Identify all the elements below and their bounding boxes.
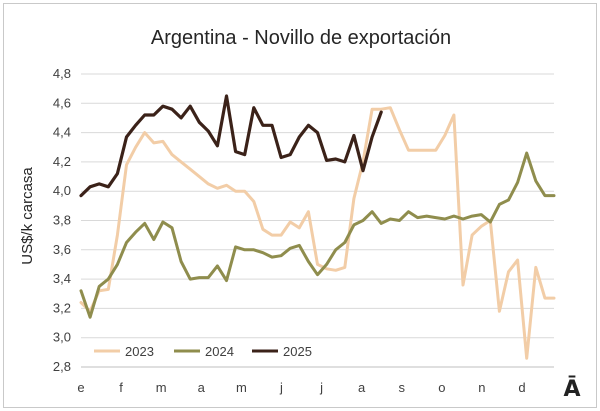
- x-tick-label: n: [478, 380, 485, 395]
- brand-logo: Ā: [563, 376, 580, 402]
- x-tick-label: a: [358, 380, 366, 395]
- x-tick-label: a: [198, 380, 206, 395]
- y-tick-label: 4,4: [53, 125, 71, 140]
- y-tick-label: 4,0: [53, 183, 71, 198]
- x-tick-label: d: [518, 380, 525, 395]
- x-tick-label: e: [77, 380, 84, 395]
- y-tick-label: 4,2: [53, 154, 71, 169]
- series-lines: [79, 94, 556, 360]
- legend: 2023 2024 2025: [94, 344, 312, 359]
- y-tick-label: 3,0: [53, 330, 71, 345]
- y-axis-ticks: 2,8 3,0 3,2 3,4 3,6 3,8 4,0 4,2 4,4 4,6 4,8: [53, 66, 71, 374]
- legend-label-2024: 2024: [205, 344, 234, 359]
- series-line-2024: [79, 151, 556, 319]
- y-axis-label: US$/k carcasa: [19, 167, 36, 265]
- chart-svg: Argentina - Novillo de exportación 2,8 3,…: [19, 27, 581, 402]
- chart-title: Argentina - Novillo de exportación: [151, 27, 451, 49]
- y-tick-label: 4,6: [53, 95, 71, 110]
- y-tick-label: 3,4: [53, 271, 71, 286]
- y-tick-label: 3,2: [53, 300, 71, 315]
- series-line-2025: [79, 94, 383, 198]
- x-tick-label: m: [156, 380, 167, 395]
- y-tick-label: 3,8: [53, 213, 71, 228]
- x-tick-label: f: [119, 380, 123, 395]
- gridlines: [81, 73, 554, 339]
- y-tick-label: 4,8: [53, 66, 71, 81]
- legend-label-2023: 2023: [125, 344, 154, 359]
- x-tick-label: j: [279, 380, 283, 395]
- legend-label-2025: 2025: [283, 344, 312, 359]
- x-tick-label: j: [319, 380, 323, 395]
- x-tick-label: o: [438, 380, 445, 395]
- x-tick-label: m: [236, 380, 247, 395]
- series-line-2023: [79, 106, 556, 360]
- y-tick-label: 2,8: [53, 359, 71, 374]
- chart-frame: Argentina - Novillo de exportación 2,8 3,…: [3, 3, 597, 408]
- x-tick-label: s: [398, 380, 405, 395]
- y-tick-label: 3,6: [53, 242, 71, 257]
